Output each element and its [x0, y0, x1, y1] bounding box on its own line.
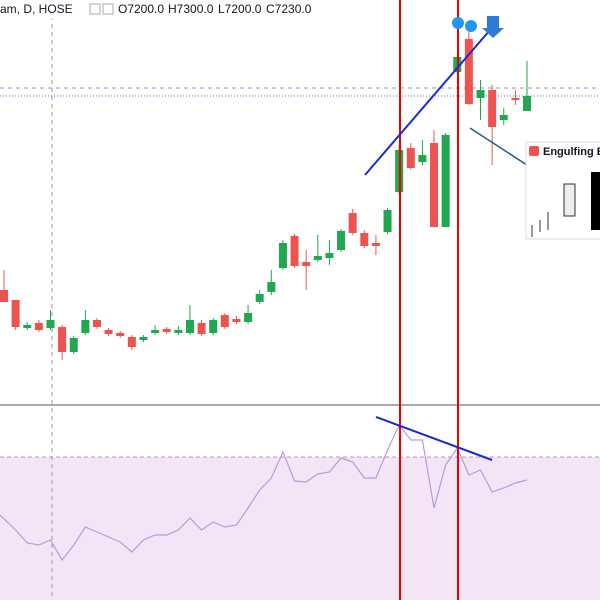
- candle-body: [360, 233, 369, 246]
- candle-body: [244, 313, 253, 322]
- rsi-band: [0, 457, 600, 600]
- event-icon[interactable]: [465, 20, 477, 32]
- candle-body: [104, 330, 113, 334]
- candle-body: [11, 300, 20, 327]
- candles: [0, 30, 600, 360]
- ohlc-low: L7200.0: [218, 2, 262, 16]
- candle-body: [267, 282, 276, 292]
- candle-body: [162, 329, 171, 332]
- down-arrow-icon[interactable]: [482, 16, 504, 38]
- candle-body: [290, 236, 299, 266]
- rsi-pane: [0, 423, 600, 600]
- ohlc-high: H7300.0: [168, 2, 214, 16]
- popup-title: Engulfing Be: [543, 146, 600, 158]
- candle-body: [418, 155, 427, 162]
- candle-body: [209, 320, 218, 333]
- candle-body: [348, 213, 357, 233]
- candle-body: [92, 320, 101, 327]
- header-bg: [0, 0, 320, 19]
- candle-body: [406, 148, 415, 168]
- candle-body: [325, 253, 334, 258]
- candle-body: [523, 96, 531, 111]
- candle-body: [116, 333, 125, 336]
- candle-body: [499, 115, 508, 120]
- candle-body: [255, 294, 264, 302]
- candle-body: [232, 319, 241, 322]
- candle-body: [197, 323, 206, 334]
- candle-body: [220, 315, 229, 327]
- candle-body: [174, 330, 183, 333]
- candle-body: [127, 337, 136, 347]
- candle-body: [278, 243, 287, 268]
- event-icon[interactable]: [452, 17, 464, 29]
- candle-body: [371, 243, 380, 246]
- candle-body: [441, 135, 450, 227]
- candle-body: [23, 325, 32, 328]
- candle-body: [430, 143, 439, 227]
- trend-line: [364, 29, 491, 176]
- candle-body: [0, 290, 8, 302]
- trend-line: [375, 416, 493, 461]
- symbol: am, D, HOSE: [0, 2, 73, 16]
- header-icon[interactable]: [89, 3, 101, 15]
- candle-body: [337, 231, 346, 250]
- pattern-popup[interactable]: Engulfing Be: [525, 141, 600, 240]
- candle-body: [302, 262, 311, 266]
- candle-body: [46, 320, 55, 328]
- candle-body: [81, 320, 90, 333]
- header-icon[interactable]: [102, 3, 114, 15]
- candle-body: [69, 338, 78, 352]
- rsi-line: [0, 423, 528, 562]
- ohlc-open: O7200.0: [118, 2, 164, 16]
- candle-body: [383, 210, 392, 232]
- candle-body: [476, 90, 485, 98]
- candle-body: [58, 327, 67, 352]
- candle-body: [139, 337, 148, 340]
- icon-candle: [563, 183, 576, 217]
- candle-body: [185, 320, 194, 333]
- candle-body: [511, 98, 520, 100]
- candle-body: [313, 256, 322, 260]
- candle-body: [488, 90, 497, 127]
- candle-body: [464, 39, 473, 104]
- popup-box: [525, 141, 600, 240]
- popup-icon: [529, 146, 539, 156]
- candle-body: [34, 323, 43, 330]
- candle-body: [151, 330, 160, 333]
- icon-candle: [591, 172, 600, 230]
- ohlc-close: C7230.0: [266, 2, 312, 16]
